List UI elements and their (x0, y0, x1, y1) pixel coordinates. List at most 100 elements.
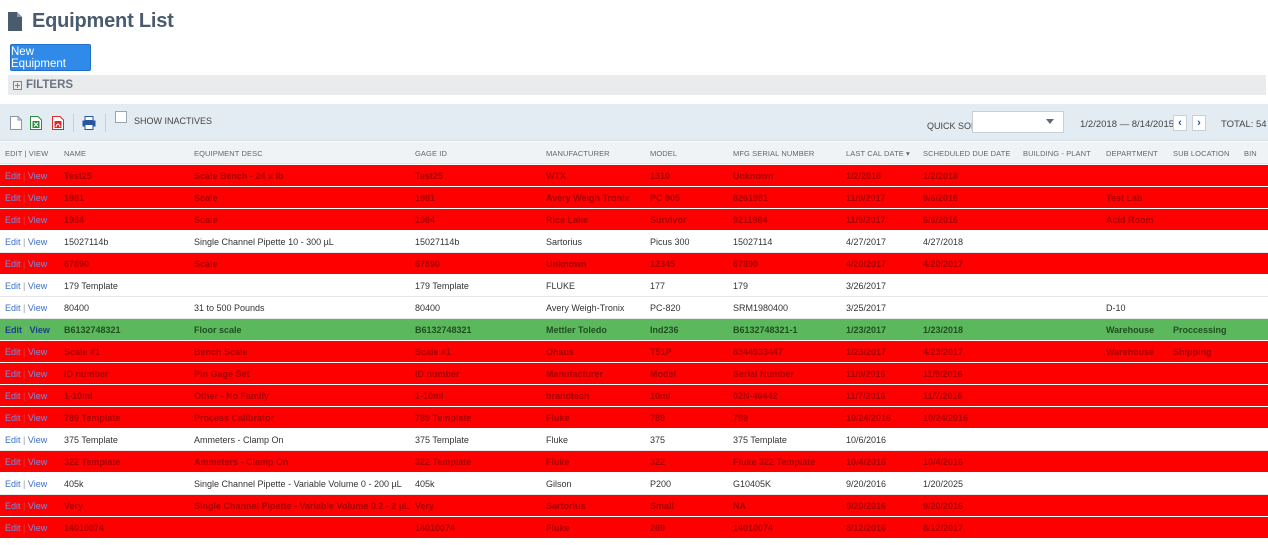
cell-manufacturer: brandtech (546, 391, 590, 401)
column-header-gage-id[interactable]: GAGE ID (415, 149, 447, 158)
view-link[interactable]: View (27, 281, 48, 291)
document-export-icon[interactable] (10, 116, 22, 130)
edit-view-links: Edit | View (5, 259, 47, 269)
column-header-equipment-desc[interactable]: EQUIPMENT DESC (194, 149, 263, 158)
edit-link[interactable]: Edit (5, 391, 21, 401)
filters-toggle[interactable]: FILTERS (8, 75, 1266, 95)
print-icon[interactable] (82, 116, 96, 130)
edit-link[interactable]: Edit (5, 259, 21, 269)
edit-link[interactable]: Edit (5, 347, 21, 357)
edit-link[interactable]: Edit (5, 193, 21, 203)
view-link[interactable]: View (27, 413, 48, 423)
cell-gage-id: 1-10ml (415, 391, 444, 401)
cell-scheduled-due-date: 8/12/2017 (923, 523, 964, 533)
cell-model: Survivor (650, 215, 687, 225)
view-link[interactable]: View (27, 259, 48, 269)
cell-manufacturer: Sartorius (546, 501, 586, 511)
edit-link[interactable]: Edit (5, 171, 21, 181)
edit-link[interactable]: Edit (5, 501, 21, 511)
cell-manufacturer: Gilson (546, 479, 572, 489)
document-icon (8, 11, 22, 31)
cell-manufacturer: Avery Weigh Tronix (546, 193, 630, 203)
cell-mfg-serial: 789 (733, 413, 749, 423)
edit-link[interactable]: Edit (5, 457, 21, 467)
cell-name: 789 Template (64, 413, 121, 423)
edit-link[interactable]: Edit (5, 369, 21, 379)
view-link[interactable]: View (27, 303, 48, 313)
edit-link[interactable]: Edit (5, 479, 21, 489)
view-link[interactable]: View (27, 457, 48, 467)
cell-mfg-serial: NA (733, 501, 746, 511)
edit-view-links: Edit | View (5, 171, 47, 181)
chevron-down-icon (1046, 119, 1054, 124)
cell-equipment-desc: Floor scale (194, 325, 242, 335)
show-inactives-checkbox[interactable] (115, 111, 127, 123)
edit-link[interactable]: Edit (5, 281, 21, 291)
view-link[interactable]: View (27, 237, 48, 247)
table-row: Edit | View 1984 Scale 1984 Rice Lake Survivo… (0, 209, 1268, 231)
column-header-manufacturer[interactable]: MANUFACTURER (546, 149, 610, 158)
column-header-sub-location[interactable]: SUB LOCATION (1173, 149, 1230, 158)
cell-last-cal-date: 4/27/2017 (846, 237, 887, 247)
cell-manufacturer: Rice Lake (546, 215, 589, 225)
column-header-building-plant[interactable]: BUILDING - PLANT (1023, 149, 1091, 158)
link-separator: | (20, 391, 28, 401)
view-link[interactable]: View (29, 325, 50, 335)
edit-link[interactable]: Edit (5, 413, 21, 423)
next-page-button[interactable]: › (1192, 115, 1206, 131)
column-header-name[interactable]: NAME (64, 149, 87, 158)
column-header-scheduled-due-date[interactable]: SCHEDULED DUE DATE (923, 149, 1011, 158)
cell-gage-id: ID number (415, 369, 460, 379)
view-link[interactable]: View (27, 215, 48, 225)
cell-last-cal-date: 11/9/2016 (846, 369, 886, 379)
column-header-mfg-serial[interactable]: MFG SERIAL NUMBER (733, 149, 815, 158)
view-link[interactable]: View (27, 435, 48, 445)
cell-equipment-desc: Ammeters - Clamp On (194, 435, 284, 445)
chevron-right-icon: › (1197, 117, 1201, 129)
pdf-export-icon[interactable] (52, 116, 64, 130)
date-range-picker[interactable]: 1/2/2018 — 8/14/2015 (1080, 119, 1185, 130)
cell-last-cal-date: 8/12/2016 (846, 523, 887, 533)
edit-link[interactable]: Edit (5, 523, 21, 533)
quick-sort-select[interactable] (972, 111, 1064, 133)
column-header-bin[interactable]: BIN (1244, 149, 1257, 158)
view-link[interactable]: View (27, 501, 48, 511)
table-row: Edit | View ID number Pin Gage Set ID numbe… (0, 363, 1268, 385)
view-link[interactable]: View (27, 391, 48, 401)
view-link[interactable]: View (27, 369, 48, 379)
view-link[interactable]: View (27, 523, 48, 533)
edit-link[interactable]: Edit (5, 215, 21, 225)
view-link[interactable]: View (27, 171, 48, 181)
edit-link[interactable]: Edit (5, 237, 21, 247)
cell-mfg-serial: 8344933447 (733, 347, 784, 357)
cell-gage-id: 14010074 (415, 523, 456, 533)
table-row: Edit | View Scale #1 Bench Scale Scale #1 Oh… (0, 341, 1268, 363)
cell-department: Acid Room (1106, 215, 1154, 225)
view-link[interactable]: View (27, 347, 48, 357)
edit-link[interactable]: Edit (5, 435, 21, 445)
prev-page-button[interactable]: ‹ (1173, 115, 1187, 131)
view-link[interactable]: View (27, 479, 48, 489)
edit-view-links: Edit | View (5, 281, 47, 291)
show-inactives-toggle[interactable]: SHOW INACTIVES (115, 111, 212, 126)
table-row: Edit | View 14010074 14010074 Fluke 289 14010… (0, 517, 1268, 539)
cell-name: 14010074 (64, 523, 105, 533)
view-link[interactable]: View (27, 193, 48, 203)
cell-last-cal-date: 1/2/2018 (846, 171, 882, 181)
column-header-last-cal-date[interactable]: LAST CAL DATE ▾ (846, 149, 910, 158)
cell-equipment-desc: Single Channel Pipette 10 - 300 µL (194, 237, 334, 247)
cell-mfg-serial: G10405K (733, 479, 772, 489)
column-header-department[interactable]: DEPARTMENT (1106, 149, 1158, 158)
cell-last-cal-date: 1/23/2017 (846, 325, 887, 335)
excel-export-icon[interactable] (30, 116, 42, 130)
edit-link[interactable]: Edit (5, 303, 21, 313)
cell-name: ID number (64, 369, 109, 379)
cell-name: Test25 (64, 171, 92, 181)
new-equipment-button[interactable]: New Equipment (10, 44, 91, 71)
link-separator: | (20, 479, 28, 489)
cell-manufacturer: Mettler Toledo (546, 325, 607, 335)
cell-name: Scale #1 (64, 347, 101, 357)
column-header-model[interactable]: MODEL (650, 149, 678, 158)
cell-manufacturer: Fluke (546, 457, 570, 467)
edit-link[interactable]: Edit (5, 325, 22, 335)
